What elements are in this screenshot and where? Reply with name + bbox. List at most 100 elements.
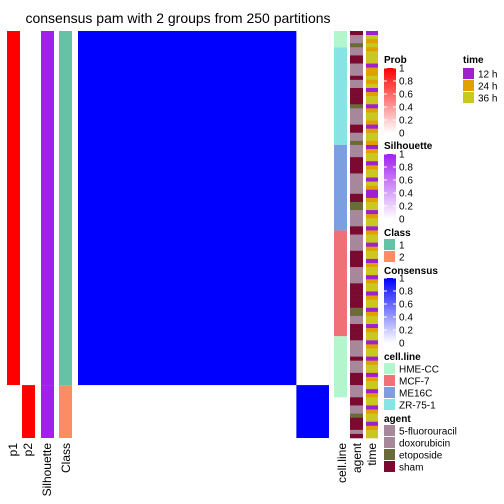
time-cell [366, 393, 378, 398]
legend-time-label: 24 h [478, 82, 497, 93]
legend-time: time 12 h24 h36 h [463, 55, 497, 105]
legend-prob-tick-label: 0.8 [399, 77, 413, 88]
agent-cell [350, 364, 363, 370]
agent-cell [350, 128, 363, 134]
agent-cell [350, 75, 363, 81]
legend-class: Class 12 [384, 228, 411, 264]
agent-cell [350, 340, 363, 345]
agent-cell [350, 71, 363, 77]
time-cell [366, 226, 378, 231]
legend-time-swatch [463, 80, 474, 91]
time-cell [366, 75, 378, 81]
time-cell [366, 372, 378, 378]
agent-cell [350, 417, 363, 423]
time-cell [366, 124, 378, 129]
legend-cell-line-label: ME16C [399, 389, 432, 400]
agent-cell [350, 136, 363, 142]
legend-silhouette-tick-label: 0.8 [399, 163, 413, 174]
time-cell [366, 360, 378, 366]
time-cell [366, 295, 378, 300]
column-label-class: Class [59, 443, 73, 473]
agent-cell [350, 291, 363, 296]
agent-cell [350, 433, 363, 439]
agent-cell [350, 149, 363, 154]
legend-consensus-colorbar [384, 278, 396, 343]
time-cell [366, 161, 378, 166]
agent-cell [350, 311, 363, 317]
legend-cell-line-label: HME-CC [399, 365, 439, 376]
legend-time-title: time [463, 55, 484, 66]
legend-class-label: 2 [399, 253, 405, 264]
time-cell [366, 87, 378, 93]
legend-prob-colorbar [384, 68, 396, 133]
agent-cell [350, 401, 363, 406]
time-cell [366, 352, 378, 357]
time-cell [366, 116, 378, 121]
legend-cell-line-title: cell.line [384, 352, 421, 363]
time-cell [366, 47, 378, 52]
time-cell [366, 328, 378, 333]
time-cell [366, 409, 378, 414]
column-label-time: time [365, 443, 379, 466]
legend-silhouette-tick-label: 1 [399, 150, 405, 161]
agent-cell [350, 197, 363, 203]
time-cell [366, 364, 378, 370]
time-cell [366, 287, 378, 292]
agent-cell [350, 120, 363, 125]
time-cell [366, 429, 378, 435]
agent-cell [350, 421, 363, 427]
time-cell [366, 140, 378, 146]
agent-cell [350, 193, 363, 199]
legend-prob-tick-label: 0.2 [399, 116, 413, 127]
agent-cell [350, 299, 363, 304]
legend-agent: agent 5-fluorouracildoxorubicinetoposide… [384, 414, 457, 474]
time-cell [366, 319, 378, 325]
agent-cell [350, 246, 363, 252]
legend-time-label: 12 h [478, 70, 497, 81]
time-cell [366, 31, 378, 36]
legend-class-label: 1 [399, 241, 405, 252]
time-cell [366, 173, 378, 178]
agent-cell [350, 360, 363, 366]
time-cell [366, 234, 378, 239]
agent-cell [350, 157, 363, 162]
time-cell [366, 59, 378, 64]
agent-cell [350, 226, 363, 231]
column-labels: p1 p2 Silhouette Class cell.line agent t… [6, 442, 379, 496]
time-cell [366, 189, 378, 195]
time-cell [366, 100, 378, 105]
legend-consensus-tick-label: 0.8 [399, 287, 413, 298]
time-cell [366, 340, 378, 345]
time-cell [366, 181, 378, 186]
legend-agent-swatch [384, 425, 395, 436]
agent-cell [350, 389, 363, 394]
agent-cell [350, 47, 363, 52]
legend-class-title: Class [384, 228, 411, 239]
legend-consensus: Consensus 1 0.8 0.6 0.4 0.2 0 [384, 266, 438, 350]
column-label-p1: p1 [6, 443, 20, 457]
agent-cell [350, 173, 363, 178]
agent-cell [350, 242, 363, 248]
time-cell [366, 197, 378, 203]
agent-cell [350, 218, 363, 223]
time-cell [366, 92, 378, 97]
time-cell [366, 218, 378, 223]
time-cell [366, 275, 378, 280]
legend-agent-label: sham [399, 463, 423, 474]
time-cell [366, 242, 378, 248]
time-cell [366, 336, 378, 341]
time-cell [366, 136, 378, 142]
legend-prob-tick-label: 0 [399, 129, 405, 140]
legend-silhouette-tick-label: 0.2 [399, 202, 413, 213]
time-cell [366, 35, 378, 40]
agent-cell [350, 344, 363, 349]
agent-cell [350, 250, 363, 256]
agent-cell [350, 352, 363, 357]
legend-silhouette-tick-label: 0 [399, 215, 405, 226]
legend-class-swatch [384, 239, 395, 250]
time-cell [366, 344, 378, 349]
time-cell [366, 413, 378, 418]
legend-prob-tick-label: 0.4 [399, 103, 413, 114]
cell-line-cell [334, 144, 347, 231]
agent-cell [350, 92, 363, 97]
